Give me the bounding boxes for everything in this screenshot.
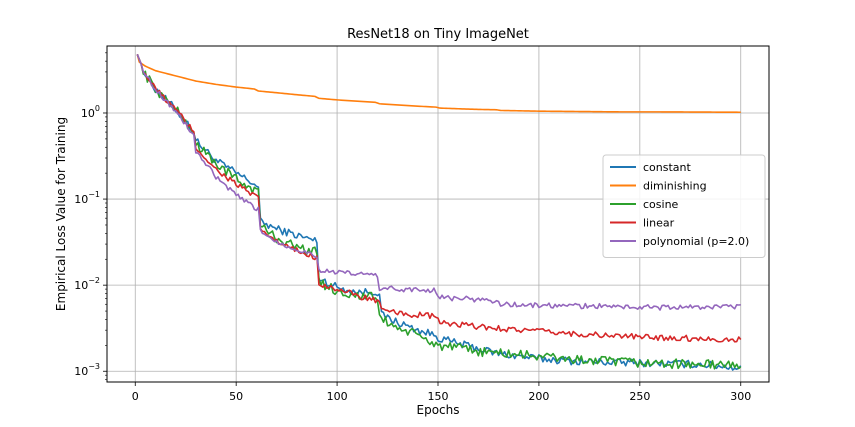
x-axis: 0 50 100 150 200 250 300 bbox=[132, 382, 751, 403]
series-line-cosine bbox=[136, 54, 742, 370]
x-tick-label: 200 bbox=[528, 390, 549, 403]
x-tick-label: 250 bbox=[629, 390, 650, 403]
legend-label: cosine bbox=[643, 198, 679, 211]
legend-label: linear bbox=[643, 217, 675, 230]
series-line-linear bbox=[136, 54, 742, 343]
series-line-polynomial-p-2-0- bbox=[136, 54, 741, 311]
y-axis-label: Empirical Loss Value for Training bbox=[54, 117, 68, 311]
y-tick-label: 10−3 bbox=[74, 362, 100, 378]
x-tick-label: 100 bbox=[327, 390, 348, 403]
y-tick-label: 10−2 bbox=[74, 276, 100, 292]
x-tick-label: 300 bbox=[730, 390, 751, 403]
legend-box bbox=[602, 154, 766, 258]
series-line-diminishing bbox=[136, 54, 741, 114]
legend: constant diminishing cosine linear polynomia… bbox=[602, 154, 766, 258]
chart-title: ResNet18 on Tiny ImageNet bbox=[347, 27, 529, 42]
legend-label: constant bbox=[643, 161, 692, 174]
x-tick-label: 150 bbox=[428, 390, 449, 403]
x-axis-label: Epochs bbox=[417, 403, 460, 417]
x-tick-label: 0 bbox=[132, 390, 139, 403]
y-axis: 10−3 10−2 10−1 100 bbox=[74, 52, 107, 380]
legend-label: polynomial (p=2.0) bbox=[643, 235, 749, 248]
x-tick-label: 50 bbox=[229, 390, 243, 403]
y-tick-label: 100 bbox=[81, 104, 100, 120]
plot-series-group bbox=[136, 54, 742, 371]
legend-label: diminishing bbox=[643, 180, 707, 193]
y-tick-label: 10−1 bbox=[74, 190, 100, 206]
